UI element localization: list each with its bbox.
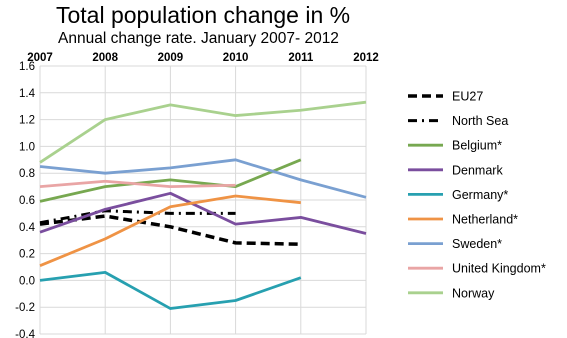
y-tick-label: 1.0 — [19, 141, 35, 153]
series-line-germany — [39, 270, 302, 310]
series-line-norway — [39, 100, 367, 164]
chart-subtitle: Annual change rate. January 2007- 2012 — [58, 30, 339, 47]
legend-label-united-kingdom: United Kingdom* — [452, 262, 546, 276]
series-line-belgium — [39, 158, 302, 203]
x-tick-label: 2012 — [353, 52, 379, 64]
x-tick-label: 2010 — [223, 52, 249, 64]
x-tick-label: 2008 — [92, 52, 118, 64]
legend-label-denmark: Denmark — [452, 163, 503, 177]
y-tick-label: -0.4 — [15, 329, 35, 338]
legend-label-germany: Germany* — [452, 188, 508, 202]
legend-label-norway: Norway — [452, 286, 495, 300]
legend-label-netherland: Netherland* — [452, 213, 518, 227]
legend-label-north-sea: North Sea — [452, 114, 508, 128]
legend-label-belgium: Belgium* — [452, 139, 502, 153]
x-tick-label: 2011 — [288, 52, 314, 64]
series-line-united-kingdom — [39, 179, 236, 189]
x-tick-label: 2009 — [158, 52, 184, 64]
y-tick-label: -0.2 — [15, 302, 35, 314]
y-tick-label: 0.8 — [19, 168, 35, 180]
y-tick-label: 0.6 — [19, 195, 35, 207]
series-line-netherland — [39, 194, 301, 267]
y-tick-label: 1.4 — [19, 88, 36, 100]
legend-label-sweden: Sweden* — [452, 237, 502, 251]
series-line-eu27 — [39, 214, 301, 246]
chart-title: Total population change in % — [56, 2, 351, 28]
y-tick-label: 0.2 — [19, 249, 35, 261]
legend-label-eu27: EU27 — [452, 90, 483, 104]
series-line-sweden — [39, 158, 367, 199]
y-tick-label: 1.6 — [19, 61, 35, 73]
series-line-denmark — [39, 191, 367, 235]
series-line-north-sea — [39, 209, 236, 225]
y-tick-label: 0.0 — [19, 275, 35, 287]
y-tick-label: 1.2 — [19, 115, 35, 127]
y-tick-label: 0.4 — [19, 222, 36, 234]
x-tick-label: 2007 — [27, 52, 53, 64]
